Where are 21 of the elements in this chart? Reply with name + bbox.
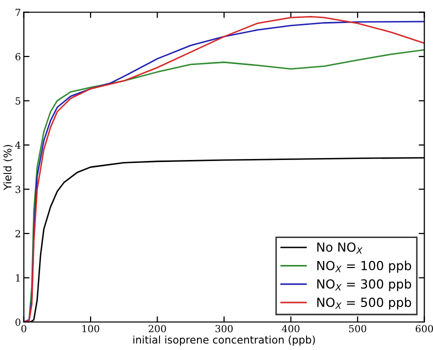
x-axis-title: initial isoprene concentration (ppb)	[133, 336, 315, 346]
y-tick-label: 0	[15, 318, 20, 326]
legend-label: NO$_{X}$ = 100 ppb	[317, 260, 412, 273]
legend-label: NO$_{X}$ = 500 ppb	[317, 297, 412, 310]
y-tick-label: 3	[16, 186, 20, 194]
x-tick-label: 500	[349, 324, 366, 332]
legend-label: NO$_{X}$ = 300 ppb	[317, 279, 412, 292]
x-tick-label: 0	[21, 324, 26, 332]
legend-label: No NO$_{X}$	[317, 242, 363, 254]
x-tick-label: 200	[148, 324, 166, 332]
x-tick-label: 100	[82, 324, 100, 332]
x-tick-label: 300	[216, 324, 233, 332]
x-tick-label: 400	[282, 324, 300, 332]
y-tick-label: 6	[16, 52, 20, 60]
y-tick-label: 2	[16, 230, 20, 238]
y-tick-label: 4	[15, 141, 21, 149]
y-axis-title: Yield (%)	[3, 144, 13, 190]
x-tick-label: 600	[416, 324, 433, 332]
y-tick-label: 5	[16, 97, 20, 105]
y-tick-label: 7	[16, 8, 20, 16]
y-tick-label: 1	[16, 274, 20, 282]
